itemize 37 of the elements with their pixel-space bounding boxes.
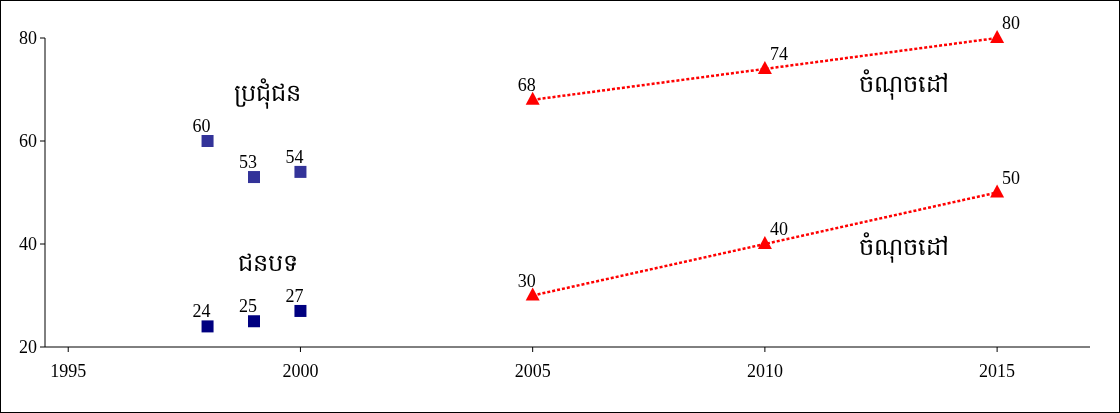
data-label: 74 [769, 43, 788, 64]
data-label: 68 [517, 74, 536, 95]
y-tick-label: 60 [19, 131, 37, 151]
point [757, 60, 772, 74]
data-label: 50 [1002, 167, 1021, 188]
x-tick-label: 2010 [746, 361, 783, 381]
point [525, 287, 540, 301]
y-tick-label: 80 [19, 28, 37, 48]
point [990, 30, 1005, 43]
series-label: ប្រជុំជន [234, 78, 302, 109]
point [294, 165, 307, 178]
data-label: 30 [517, 270, 536, 291]
point [201, 135, 214, 147]
x-tick-label: 2005 [514, 361, 551, 381]
data-label: 80 [1002, 13, 1021, 33]
data-label: 53 [239, 152, 257, 173]
series-label: ជនបទ [237, 248, 298, 276]
data-label: 54 [285, 146, 304, 167]
series-label: ចំណុចដៅ [859, 69, 950, 101]
point [525, 91, 540, 105]
point [201, 320, 214, 333]
x-tick-label: 2015 [979, 361, 1016, 381]
data-label: 40 [769, 219, 788, 239]
point [757, 236, 772, 249]
y-tick-label: 20 [19, 337, 37, 357]
data-label: 60 [192, 116, 211, 136]
data-label: 25 [239, 296, 257, 317]
data-label: 24 [192, 301, 211, 322]
point [248, 315, 260, 328]
x-tick-label: 1995 [50, 361, 87, 381]
x-tick-label: 2000 [282, 361, 319, 381]
y-tick-label: 40 [19, 234, 37, 254]
series-label: ចំណុចដៅ [859, 232, 950, 264]
point [294, 304, 307, 317]
point [990, 184, 1005, 198]
data-label: 27 [285, 285, 304, 306]
point [248, 171, 260, 184]
